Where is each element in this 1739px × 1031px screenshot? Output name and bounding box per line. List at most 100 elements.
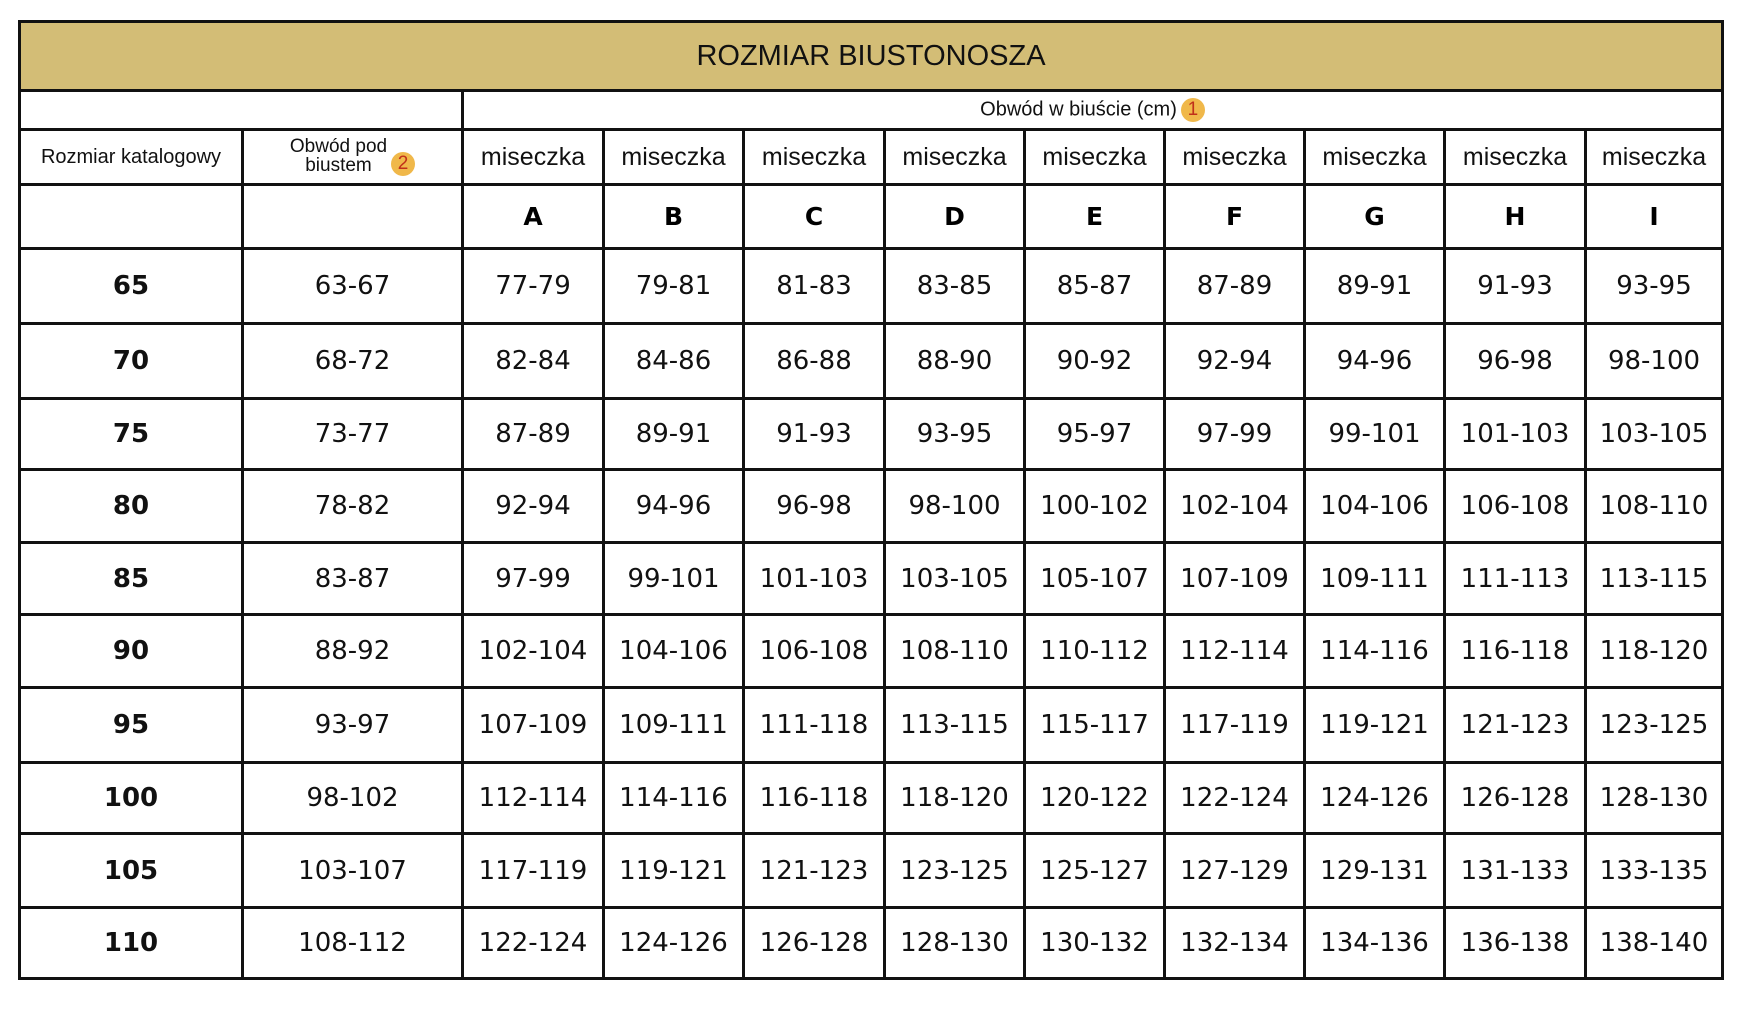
table-row: 70 68-72 82-84 84-86 86-88 88-90 90-92 92-94 94-… xyxy=(18,322,1724,400)
underbust-header: Obwód pod biustem 2 xyxy=(241,128,464,186)
empty-cell xyxy=(18,183,244,250)
bust-circumference-header: Obwód w biuście (cm) 1 xyxy=(461,89,1724,131)
bust-value-cell: 125-127 xyxy=(1023,832,1166,909)
bust-value-cell: 92-94 xyxy=(1163,322,1306,400)
bust-value-cell: 96-98 xyxy=(742,468,886,544)
catalog-size-header: Rozmiar katalogowy xyxy=(18,128,244,186)
bust-value-cell: 89-91 xyxy=(602,397,745,471)
bust-value-cell: 109-111 xyxy=(602,686,745,764)
table-row: 90 88-92 102-104 104-106 106-108 108-110 110-1… xyxy=(18,613,1724,689)
bust-value-cell: 131-133 xyxy=(1443,832,1587,909)
bust-value-cell: 134-136 xyxy=(1303,906,1446,980)
underbust-cell: 108-112 xyxy=(241,906,464,980)
bust-value-cell: 96-98 xyxy=(1443,322,1587,400)
cup-label-c: miseczka xyxy=(742,128,886,186)
table-title: ROZMIAR BIUSTONOSZA xyxy=(18,20,1724,92)
cup-letter-i: I xyxy=(1584,183,1724,250)
bust-value-cell: 100-102 xyxy=(1023,468,1166,544)
cup-label-g: miseczka xyxy=(1303,128,1446,186)
bust-value-cell: 103-105 xyxy=(1584,397,1724,471)
bust-value-cell: 113-115 xyxy=(883,686,1026,764)
bust-value-cell: 127-129 xyxy=(1163,832,1306,909)
cup-letter-f: F xyxy=(1163,183,1306,250)
catalog-size-cell: 70 xyxy=(18,322,244,400)
empty-cell xyxy=(241,183,464,250)
underbust-cell: 103-107 xyxy=(241,832,464,909)
underbust-label: Obwód pod biustem xyxy=(289,135,388,176)
bust-value-cell: 124-126 xyxy=(1303,761,1446,835)
bust-value-cell: 126-128 xyxy=(1443,761,1587,835)
bust-value-cell: 115-117 xyxy=(1023,686,1166,764)
bust-value-cell: 119-121 xyxy=(1303,686,1446,764)
size-chart: ROZMIAR BIUSTONOSZA Obwód w biuście (cm)… xyxy=(18,20,1724,980)
underbust-cell: 68-72 xyxy=(241,322,464,400)
bust-value-cell: 118-120 xyxy=(883,761,1026,835)
catalog-size-cell: 95 xyxy=(18,686,244,764)
bust-value-cell: 82-84 xyxy=(461,322,605,400)
bust-value-cell: 122-124 xyxy=(461,906,605,980)
cup-label-b: miseczka xyxy=(602,128,745,186)
cup-letter-b: B xyxy=(602,183,745,250)
bust-value-cell: 87-89 xyxy=(461,397,605,471)
bust-value-cell: 128-130 xyxy=(1584,761,1724,835)
bust-value-cell: 89-91 xyxy=(1303,247,1446,325)
cup-letter-d: D xyxy=(883,183,1026,250)
bust-value-cell: 99-101 xyxy=(1303,397,1446,471)
bust-value-cell: 117-119 xyxy=(461,832,605,909)
bust-value-cell: 108-110 xyxy=(883,613,1026,689)
cup-letter-c: C xyxy=(742,183,886,250)
bust-value-cell: 86-88 xyxy=(742,322,886,400)
bust-value-cell: 114-116 xyxy=(602,761,745,835)
bust-value-cell: 84-86 xyxy=(602,322,745,400)
bust-value-cell: 91-93 xyxy=(742,397,886,471)
bust-value-cell: 112-114 xyxy=(461,761,605,835)
bust-value-cell: 98-100 xyxy=(883,468,1026,544)
bust-value-cell: 81-83 xyxy=(742,247,886,325)
bust-value-cell: 98-100 xyxy=(1584,322,1724,400)
bust-value-cell: 112-114 xyxy=(1163,613,1306,689)
table-row: 75 73-77 87-89 89-91 91-93 93-95 95-97 97-99 99-… xyxy=(18,397,1724,471)
bust-value-cell: 122-124 xyxy=(1163,761,1306,835)
bust-value-cell: 94-96 xyxy=(602,468,745,544)
table-row: 85 83-87 97-99 99-101 101-103 103-105 105-107 1… xyxy=(18,541,1724,616)
bust-value-cell: 133-135 xyxy=(1584,832,1724,909)
bust-value-cell: 99-101 xyxy=(602,541,745,616)
underbust-cell: 63-67 xyxy=(241,247,464,325)
bust-value-cell: 90-92 xyxy=(1023,322,1166,400)
bust-value-cell: 111-113 xyxy=(1443,541,1587,616)
bust-value-cell: 106-108 xyxy=(1443,468,1587,544)
cup-label-f: miseczka xyxy=(1163,128,1306,186)
bust-value-cell: 91-93 xyxy=(1443,247,1587,325)
bust-value-cell: 85-87 xyxy=(1023,247,1166,325)
bust-value-cell: 83-85 xyxy=(883,247,1026,325)
cup-letter-e: E xyxy=(1023,183,1166,250)
bust-value-cell: 130-132 xyxy=(1023,906,1166,980)
table-row: 105 103-107 117-119 119-121 121-123 123-125 12… xyxy=(18,832,1724,909)
underbust-cell: 88-92 xyxy=(241,613,464,689)
catalog-size-cell: 105 xyxy=(18,832,244,909)
bust-value-cell: 87-89 xyxy=(1163,247,1306,325)
bust-value-cell: 116-118 xyxy=(742,761,886,835)
underbust-cell: 93-97 xyxy=(241,686,464,764)
bust-value-cell: 77-79 xyxy=(461,247,605,325)
bust-value-cell: 101-103 xyxy=(1443,397,1587,471)
bust-value-cell: 88-90 xyxy=(883,322,1026,400)
bust-value-cell: 79-81 xyxy=(602,247,745,325)
bust-header-row: Obwód w biuście (cm) 1 xyxy=(18,89,1724,131)
bust-value-cell: 93-95 xyxy=(883,397,1026,471)
cup-letter-a: A xyxy=(461,183,605,250)
bust-value-cell: 97-99 xyxy=(461,541,605,616)
bust-value-cell: 102-104 xyxy=(461,613,605,689)
bust-value-cell: 114-116 xyxy=(1303,613,1446,689)
catalog-size-cell: 110 xyxy=(18,906,244,980)
bust-circumference-label: Obwód w biuście (cm) xyxy=(980,98,1177,121)
underbust-cell: 83-87 xyxy=(241,541,464,616)
bust-value-cell: 118-120 xyxy=(1584,613,1724,689)
catalog-size-cell: 90 xyxy=(18,613,244,689)
bust-value-cell: 124-126 xyxy=(602,906,745,980)
bust-value-cell: 94-96 xyxy=(1303,322,1446,400)
catalog-size-cell: 85 xyxy=(18,541,244,616)
catalog-size-cell: 80 xyxy=(18,468,244,544)
bust-value-cell: 108-110 xyxy=(1584,468,1724,544)
